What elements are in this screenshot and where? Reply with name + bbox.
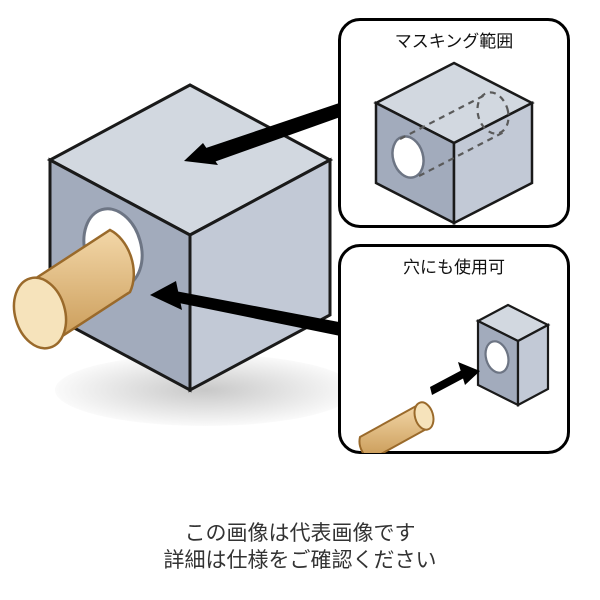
diagram-stage: マスキング範囲 穴にも使用可 [0, 0, 600, 600]
inset-masking-range: マスキング範囲 [338, 18, 570, 228]
main-cube-figure [0, 30, 360, 450]
footer-caption: この画像は代表画像です 詳細は仕様をご確認ください [0, 520, 600, 575]
inset-bottom-title: 穴にも使用可 [341, 253, 567, 278]
footer-line-1: この画像は代表画像です [0, 520, 600, 547]
inset2-exploded-arrow [430, 362, 480, 395]
inset-top-title: マスキング範囲 [341, 27, 567, 52]
footer-line-2: 詳細は仕様をご確認ください [0, 547, 600, 574]
inset-hole-use: 穴にも使用可 [338, 244, 570, 454]
